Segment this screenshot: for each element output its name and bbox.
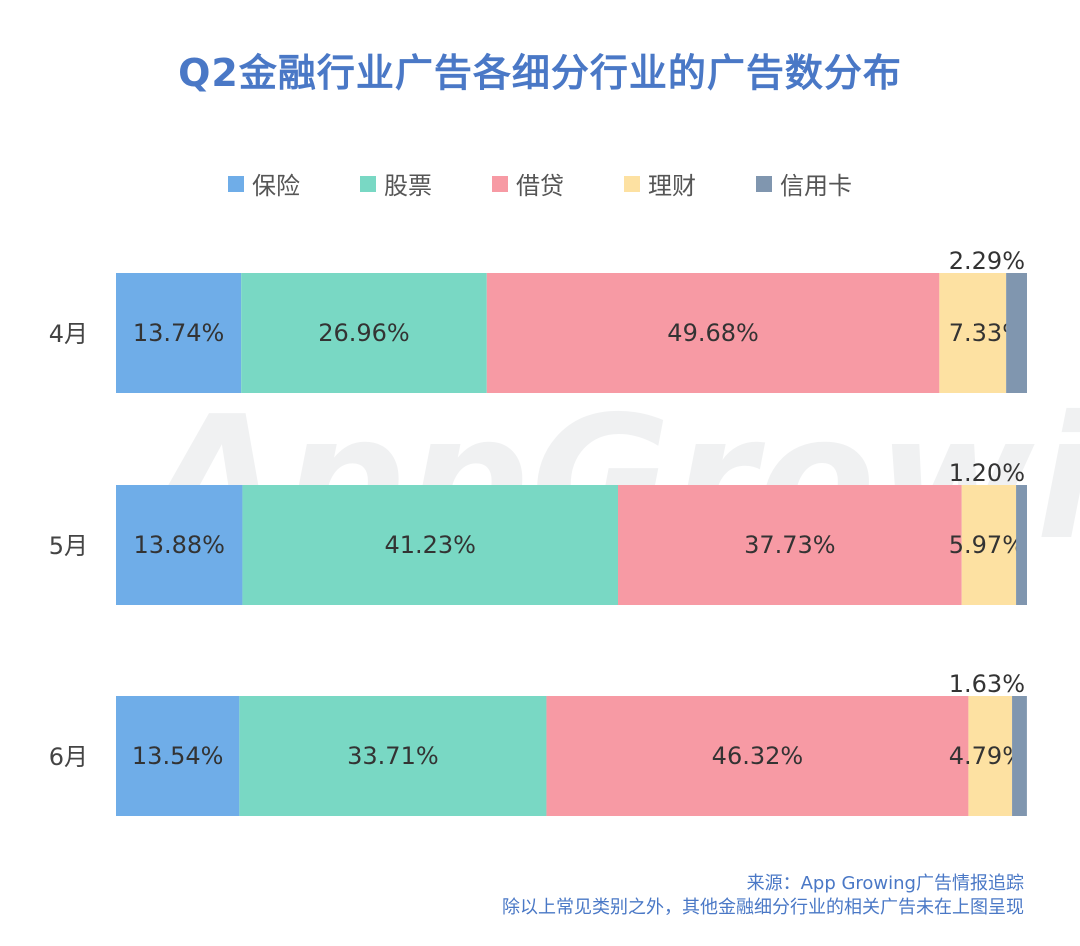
bar-segment — [1016, 485, 1027, 605]
data-label: 33.71% — [347, 742, 439, 770]
legend-item: 股票 — [360, 166, 432, 201]
bar-segment — [241, 273, 487, 393]
category-label: 5月 — [49, 532, 88, 560]
bar-segment — [116, 485, 243, 605]
bar-segment — [1006, 273, 1027, 393]
legend-label: 股票 — [384, 172, 432, 200]
legend-label: 信用卡 — [780, 172, 852, 200]
legend-item: 信用卡 — [756, 166, 852, 201]
legend-label: 借贷 — [516, 172, 564, 200]
bar-segment — [939, 273, 1007, 393]
legend-swatch — [492, 175, 508, 192]
data-label: 1.63% — [949, 670, 1025, 698]
legend-swatch — [228, 175, 244, 192]
bar-segment — [239, 696, 547, 816]
legend-swatch — [756, 175, 772, 192]
legend-item: 理财 — [624, 166, 696, 201]
data-label: 13.74% — [133, 319, 225, 347]
legend-swatch — [360, 175, 376, 192]
bar-segment — [242, 485, 619, 605]
legend-swatch — [624, 175, 640, 192]
data-label: 49.68% — [667, 319, 759, 347]
legend-label: 理财 — [648, 172, 696, 200]
category-label: 6月 — [49, 743, 88, 771]
category-label: 4月 — [49, 320, 88, 348]
bar-segment — [546, 696, 969, 816]
data-label: 2.29% — [949, 247, 1025, 275]
bar-segment — [486, 273, 940, 393]
legend-label: 保险 — [252, 172, 300, 200]
source-line-2: 除以上常见类别之外，其他金融细分行业的相关广告未在上图呈现 — [502, 897, 1024, 918]
data-label: 37.73% — [744, 531, 836, 559]
data-label: 1.20% — [949, 459, 1025, 487]
bar-segment — [116, 273, 242, 393]
bar-segment — [618, 485, 962, 605]
bar-segment — [968, 696, 1013, 816]
source-note: 来源：App Growing广告情报追踪 除以上常见类别之外，其他金融细分行业的… — [502, 872, 1024, 920]
bar-segment — [1012, 696, 1027, 816]
data-label: 5.97% — [949, 531, 1025, 559]
data-label: 13.88% — [133, 531, 225, 559]
chart-title: Q2金融行业广告各细分行业的广告数分布 — [178, 51, 902, 95]
data-label: 26.96% — [318, 319, 410, 347]
data-label: 46.32% — [712, 742, 804, 770]
data-label: 41.23% — [384, 531, 476, 559]
legend-item: 借贷 — [492, 166, 564, 201]
legend: 保险 股票 借贷 理财 信用卡 — [0, 166, 1080, 201]
bar-segment — [961, 485, 1017, 605]
source-line-1: 来源：App Growing广告情报追踪 — [746, 873, 1024, 894]
data-label: 13.54% — [132, 742, 224, 770]
legend-item: 保险 — [228, 166, 300, 201]
bar-segment — [116, 696, 240, 816]
